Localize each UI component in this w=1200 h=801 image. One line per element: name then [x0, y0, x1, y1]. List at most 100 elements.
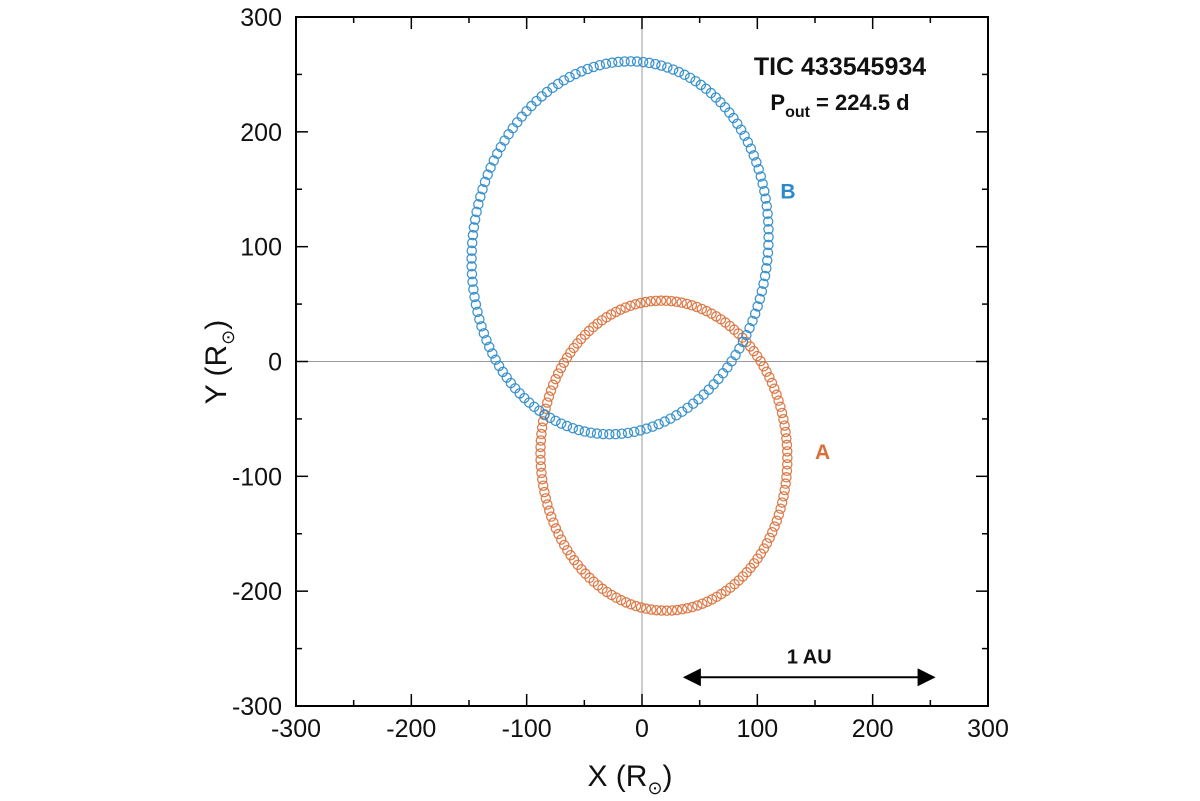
x-tick-label: 200 [852, 715, 894, 743]
orbit-marker [536, 474, 548, 485]
orbit-marker [667, 64, 679, 75]
orbit-marker [752, 301, 763, 312]
orbit-marker [754, 293, 766, 305]
orbit-marker [544, 412, 556, 424]
orbit-marker [776, 497, 788, 508]
series-label-a: A [815, 441, 830, 464]
orbit-marker [482, 169, 493, 180]
orbit-marker [543, 391, 555, 402]
orbit-marker [780, 478, 791, 489]
orbit-marker [610, 428, 621, 440]
orbit-marker [759, 270, 771, 282]
orbit-marker [751, 157, 762, 168]
orbit-marker [588, 61, 599, 73]
orbit-marker [611, 592, 622, 603]
orbit-marker [539, 409, 550, 420]
orbit-marker [681, 298, 693, 310]
orbit-marker [550, 415, 561, 427]
orbit-marker [490, 354, 501, 366]
orbit-marker [542, 499, 553, 510]
orbit-marker [558, 357, 570, 369]
orbit-marker [485, 162, 496, 173]
orbit-marker [468, 222, 480, 233]
au-scale-label: 1 AU [787, 646, 832, 668]
orbit-marker [747, 315, 758, 327]
orbit-marker [676, 406, 688, 417]
x-tick-label: 0 [635, 715, 649, 743]
orbit-marker [781, 472, 792, 483]
orbit-marker [762, 216, 774, 227]
orbit-marker [534, 405, 545, 417]
orbit-marker [764, 532, 775, 544]
orbit-marker [647, 421, 658, 432]
orbit-marker [771, 389, 782, 400]
orbit-marker [467, 229, 479, 241]
orbit-marker [759, 185, 770, 197]
orbit-marker [558, 75, 570, 86]
orbit-marker [666, 605, 678, 616]
orbit-marker [573, 424, 585, 436]
orbit-marker [536, 467, 547, 479]
orbit-marker [697, 598, 708, 609]
orbit-marker [539, 486, 550, 498]
orbit-marker [555, 534, 567, 545]
orbit-marker [541, 397, 553, 408]
orbit-marker [676, 604, 688, 615]
orbit-marker [536, 422, 548, 433]
orbit-marker [640, 603, 652, 614]
orbit-marker [579, 426, 591, 437]
orbit-marker [775, 503, 786, 514]
orbit-marker [741, 329, 752, 341]
orbit-marker [625, 599, 637, 610]
orbit-marker [622, 427, 634, 439]
orbit-marker [567, 422, 579, 434]
orbit-marker [771, 515, 783, 526]
orbit-marker [735, 124, 747, 135]
orbit-marker [763, 224, 774, 235]
orbit-marker [659, 416, 670, 427]
x-tick-label: 300 [967, 715, 1009, 743]
orbit-marker [576, 66, 587, 77]
orbit-marker [635, 602, 647, 613]
orbit-marker [692, 600, 703, 611]
orbit-a [535, 295, 793, 616]
orbit-marker [650, 58, 661, 70]
y-axis-label: Y (R⊙) [200, 320, 238, 405]
orbit-marker [545, 511, 557, 522]
orbit-marker [467, 276, 478, 288]
orbit-marker [478, 328, 490, 339]
x-tick-labels: -300 -200 -100 0 100 200 300 [271, 715, 1009, 743]
orbit-marker [779, 484, 790, 496]
orbit-marker [591, 428, 603, 439]
orbit-marker [762, 208, 773, 220]
orbit-marker [758, 543, 770, 554]
orbit-series [466, 56, 793, 616]
orbit-marker [466, 268, 478, 280]
x-axis-label-close: ) [663, 760, 673, 793]
orbit-marker [673, 66, 685, 78]
orbit-marker [628, 426, 640, 438]
orbit-marker [671, 604, 683, 616]
y-tick-label: 0 [268, 349, 282, 377]
orbit-marker [535, 441, 546, 453]
orbit-marker [671, 410, 682, 421]
orbit-marker [616, 428, 628, 439]
orbit-marker [561, 352, 573, 363]
orbit-marker [691, 301, 703, 313]
y-tick-label: -100 [232, 463, 282, 491]
orbit-marker [645, 296, 657, 307]
orbit-marker [548, 517, 559, 528]
orbit-marker [782, 459, 793, 470]
orbit-marker [631, 56, 643, 67]
orbit-marker [477, 184, 488, 195]
orbit-marker [488, 155, 500, 166]
orbit-marker [535, 461, 547, 472]
x-tick-label: -200 [386, 715, 436, 743]
x-axis-label: X (R⊙) [587, 760, 672, 796]
orbit-marker [550, 373, 561, 385]
orbit-marker [582, 63, 593, 75]
orbit-marker [762, 247, 774, 258]
y-tick-label: 300 [240, 4, 282, 32]
